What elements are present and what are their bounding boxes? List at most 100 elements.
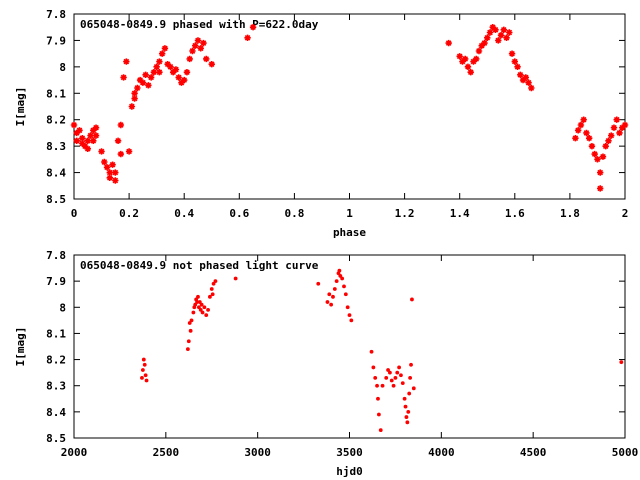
- data-point: [484, 34, 491, 41]
- data-point: [481, 39, 488, 47]
- data-point: [384, 375, 389, 380]
- data-point: [369, 349, 374, 354]
- data-point: [167, 63, 174, 71]
- data-point: [73, 129, 80, 137]
- x-tick-label: 0.8: [284, 207, 304, 220]
- data-point: [343, 292, 348, 297]
- x-tick-label: 2: [622, 207, 629, 220]
- data-point: [376, 396, 380, 401]
- data-point: [208, 61, 215, 68]
- data-point: [204, 313, 209, 318]
- data-point: [393, 375, 398, 380]
- data-point: [506, 29, 513, 36]
- x-axis-label: hjd0: [336, 465, 363, 478]
- y-tick-label: 8.3: [46, 380, 66, 393]
- data-point: [70, 121, 78, 129]
- data-point: [621, 121, 629, 129]
- x-tick-label: 1.2: [395, 207, 415, 220]
- data-point: [497, 31, 505, 39]
- x-tick-label: 5000: [612, 446, 639, 459]
- data-point: [467, 68, 474, 76]
- data-point: [191, 310, 196, 315]
- data-point: [141, 357, 146, 362]
- data-point: [602, 142, 609, 150]
- data-point: [492, 26, 499, 34]
- data-point: [134, 84, 141, 92]
- data-point: [470, 58, 477, 65]
- data-point: [197, 45, 204, 52]
- data-point: [109, 161, 116, 168]
- data-point: [145, 82, 152, 89]
- data-point: [389, 378, 394, 383]
- data-point: [172, 66, 180, 73]
- x-tick-label: 0.2: [119, 207, 139, 220]
- data-point: [209, 287, 214, 291]
- data-point: [373, 375, 378, 380]
- data-point: [327, 292, 332, 297]
- data-point: [101, 158, 108, 166]
- data-point: [156, 68, 163, 76]
- phased-light-curve-chart: 0 0.2 0.4 0.6 0.8 1 1.2 1.4 1.6 1.8 2 7.8 7.9 8 8.1 8.2…: [14, 8, 628, 239]
- data-point: [203, 55, 210, 63]
- data-point: [139, 79, 147, 86]
- data-point: [76, 127, 83, 134]
- data-point: [140, 368, 145, 372]
- data-point: [183, 68, 191, 76]
- x-tick-label: 0.4: [174, 207, 194, 220]
- x-tick-label: 0: [71, 207, 78, 220]
- data-point: [399, 373, 403, 378]
- y-tick-label: 8.5: [46, 193, 66, 206]
- data-point: [73, 137, 80, 145]
- y-axis-label: I[mag]: [14, 87, 27, 127]
- x-tick-label: 4500: [520, 446, 547, 459]
- data-point: [161, 45, 169, 52]
- data-point: [407, 391, 412, 396]
- data-point: [585, 135, 593, 142]
- data-point: [404, 415, 409, 419]
- data-point: [90, 127, 97, 134]
- data-point: [169, 68, 177, 76]
- data-point: [495, 37, 502, 44]
- data-point: [106, 169, 114, 176]
- y-axis-label: I[mag]: [14, 327, 27, 367]
- data-point: [347, 313, 352, 318]
- x-tick-label: 1.6: [505, 207, 525, 220]
- data-point: [332, 287, 337, 291]
- data-point: [619, 124, 626, 131]
- data-point: [143, 373, 148, 378]
- data-point: [98, 148, 105, 155]
- data-point: [199, 302, 204, 307]
- y-tick-label: 8.1: [46, 327, 66, 340]
- x-tick-label: 1.4: [450, 207, 470, 220]
- data-point: [189, 47, 196, 55]
- data-point: [408, 375, 413, 380]
- data-point: [475, 47, 483, 55]
- data-point: [208, 294, 212, 299]
- data-point: [583, 129, 590, 137]
- data-point: [337, 268, 342, 273]
- data-point: [195, 300, 199, 304]
- data-point: [519, 76, 527, 84]
- y-tick-label: 8.2: [46, 114, 66, 127]
- y-tick-label: 8.5: [46, 432, 66, 445]
- data-point: [445, 39, 452, 47]
- data-point: [596, 169, 604, 176]
- data-point: [391, 383, 396, 388]
- data-point: [316, 281, 321, 286]
- x-tick-label: 1: [346, 207, 353, 220]
- data-point: [380, 383, 385, 388]
- y-tick-label: 7.9: [46, 34, 66, 47]
- data-point: [153, 63, 160, 71]
- data-point: [574, 127, 582, 134]
- data-point: [142, 362, 147, 367]
- data-point: [200, 39, 207, 47]
- data-point: [84, 145, 91, 152]
- data-point: [528, 84, 535, 92]
- y-tick-label: 8.2: [46, 354, 66, 367]
- data-point: [186, 339, 191, 344]
- x-tick-label: 3500: [336, 446, 363, 459]
- data-point: [233, 276, 238, 281]
- data-point: [103, 164, 111, 171]
- data-point: [185, 347, 190, 352]
